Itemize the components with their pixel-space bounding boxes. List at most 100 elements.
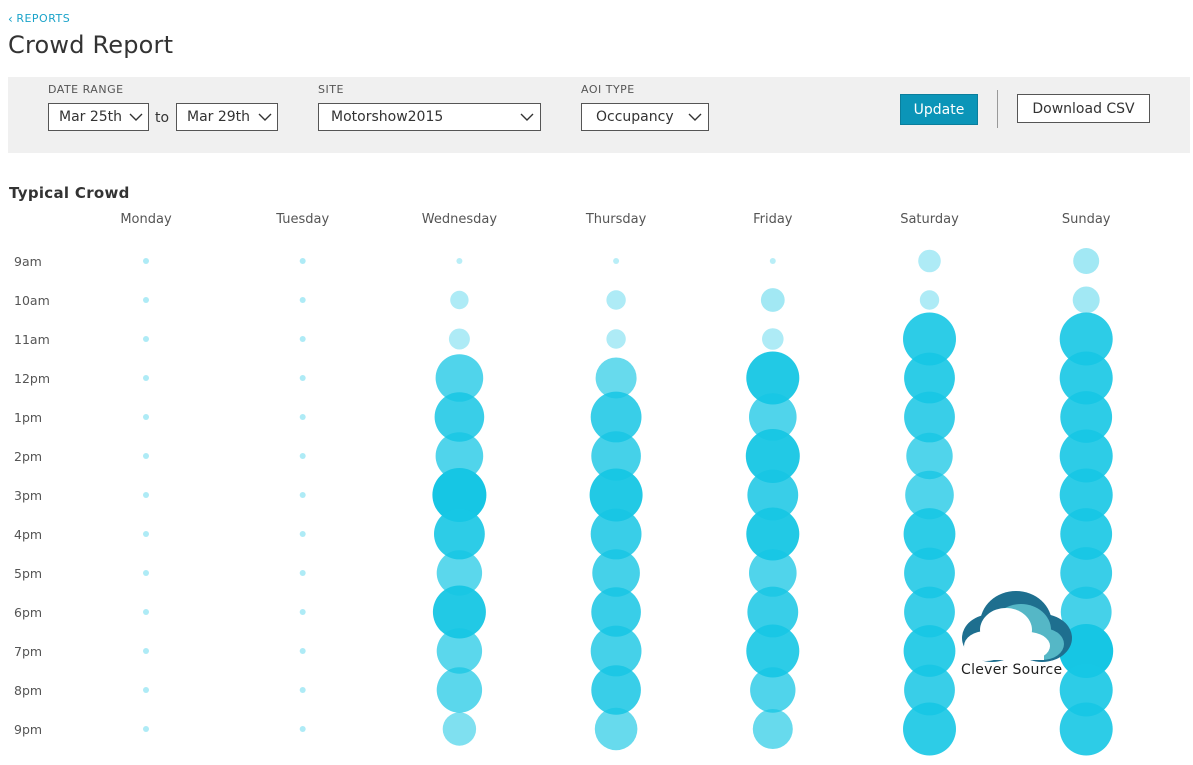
- crowd-bubble[interactable]: [299, 531, 306, 537]
- crowd-bubble[interactable]: [299, 570, 306, 576]
- crowd-bubble[interactable]: [299, 687, 306, 693]
- crowd-bubble[interactable]: [606, 290, 626, 310]
- crowd-bubble[interactable]: [591, 587, 641, 637]
- crowd-bubble[interactable]: [143, 687, 149, 693]
- crowd-bubble[interactable]: [143, 609, 149, 615]
- crowd-bubble[interactable]: [299, 258, 306, 264]
- crowd-bubble[interactable]: [143, 336, 149, 342]
- crowd-bubble[interactable]: [1072, 286, 1100, 314]
- crowd-bubble[interactable]: [299, 336, 306, 342]
- crowd-bubble[interactable]: [143, 648, 149, 654]
- crowd-bubble[interactable]: [747, 469, 799, 521]
- crowd-bubble[interactable]: [299, 375, 306, 381]
- crowd-bubble[interactable]: [143, 453, 149, 459]
- crowd-bubble[interactable]: [592, 549, 640, 597]
- crowd-bubble[interactable]: [589, 468, 643, 522]
- date-to-select[interactable]: Mar 29th: [176, 103, 278, 131]
- crowd-bubble[interactable]: [1060, 586, 1112, 638]
- crowd-bubble[interactable]: [1060, 547, 1113, 599]
- crowd-bubble[interactable]: [769, 258, 776, 264]
- aoi-type-select[interactable]: Occupancy: [581, 103, 709, 131]
- crowd-bubble[interactable]: [1059, 663, 1113, 717]
- crowd-bubble[interactable]: [749, 549, 797, 597]
- crowd-bubble[interactable]: [747, 586, 799, 638]
- crowd-bubble[interactable]: [760, 288, 785, 312]
- crowd-bubble[interactable]: [903, 312, 956, 366]
- crowd-bubble[interactable]: [1059, 702, 1113, 756]
- site-select[interactable]: Motorshow2015: [318, 103, 541, 131]
- crowd-bubble[interactable]: [903, 625, 956, 677]
- crowd-bubble[interactable]: [918, 249, 941, 273]
- crowd-bubble[interactable]: [903, 702, 956, 756]
- crowd-bubble[interactable]: [1059, 429, 1113, 483]
- crowd-bubble[interactable]: [143, 414, 149, 420]
- crowd-bubble[interactable]: [904, 352, 955, 404]
- crowd-bubble[interactable]: [752, 709, 793, 749]
- crowd-bubble[interactable]: [590, 508, 642, 560]
- crowd-bubble[interactable]: [746, 624, 800, 678]
- crowd-bubble[interactable]: [1059, 468, 1113, 522]
- crowd-bubble[interactable]: [299, 492, 306, 498]
- crowd-bubble[interactable]: [750, 667, 796, 713]
- crowd-bubble[interactable]: [590, 625, 642, 677]
- crowd-bubble[interactable]: [1060, 508, 1113, 560]
- crowd-bubble[interactable]: [904, 391, 955, 443]
- crowd-bubble[interactable]: [745, 429, 800, 483]
- crowd-bubble[interactable]: [746, 351, 800, 405]
- crowd-bubble[interactable]: [143, 726, 149, 732]
- crowd-bubble[interactable]: [143, 570, 149, 576]
- crowd-bubble[interactable]: [906, 432, 953, 480]
- reports-back-link[interactable]: ‹ REPORTS: [8, 12, 70, 25]
- crowd-bubble[interactable]: [1059, 351, 1113, 405]
- crowd-bubble[interactable]: [448, 328, 470, 350]
- crowd-bubble[interactable]: [904, 547, 955, 599]
- crowd-bubble[interactable]: [919, 290, 940, 310]
- crowd-bubble[interactable]: [594, 707, 638, 751]
- crowd-bubble[interactable]: [590, 391, 642, 443]
- crowd-bubble[interactable]: [1073, 248, 1100, 274]
- crowd-bubble[interactable]: [436, 550, 483, 596]
- crowd-bubble[interactable]: [432, 468, 487, 522]
- crowd-bubble[interactable]: [442, 712, 477, 746]
- crowd-bubble[interactable]: [904, 664, 955, 716]
- crowd-bubble[interactable]: [904, 586, 955, 638]
- crowd-bubble[interactable]: [299, 297, 306, 303]
- crowd-bubble[interactable]: [762, 328, 784, 350]
- crowd-bubble[interactable]: [143, 258, 149, 264]
- crowd-bubble[interactable]: [606, 329, 626, 349]
- crowd-bubble[interactable]: [434, 392, 485, 442]
- crowd-bubble[interactable]: [613, 258, 620, 264]
- crowd-bubble[interactable]: [143, 492, 149, 498]
- crowd-bubble[interactable]: [435, 432, 484, 480]
- crowd-bubble[interactable]: [746, 507, 800, 561]
- crowd-bubble[interactable]: [905, 470, 954, 520]
- crowd-bubble[interactable]: [434, 508, 485, 560]
- date-from-select[interactable]: Mar 25th: [48, 103, 149, 131]
- crowd-bubble[interactable]: [143, 531, 149, 537]
- crowd-bubble[interactable]: [450, 290, 469, 310]
- day-label: Monday: [120, 212, 172, 227]
- crowd-bubble[interactable]: [299, 453, 306, 459]
- crowd-bubble[interactable]: [432, 585, 486, 639]
- update-button[interactable]: Update: [900, 94, 978, 125]
- crowd-bubble[interactable]: [143, 297, 149, 303]
- crowd-bubble[interactable]: [436, 628, 483, 674]
- crowd-bubble[interactable]: [595, 357, 637, 399]
- crowd-bubble[interactable]: [1059, 624, 1114, 678]
- crowd-bubble[interactable]: [299, 609, 306, 615]
- crowd-bubble[interactable]: [299, 726, 306, 732]
- chevron-down-icon: [688, 113, 702, 121]
- crowd-bubble[interactable]: [143, 375, 149, 381]
- crowd-bubble[interactable]: [456, 258, 463, 264]
- crowd-bubble[interactable]: [591, 665, 641, 715]
- crowd-bubble[interactable]: [299, 414, 306, 420]
- crowd-bubble[interactable]: [749, 393, 797, 441]
- crowd-bubble[interactable]: [1060, 391, 1113, 443]
- download-csv-button[interactable]: Download CSV: [1017, 94, 1150, 123]
- crowd-bubble[interactable]: [903, 508, 956, 560]
- crowd-bubble[interactable]: [299, 648, 306, 654]
- crowd-bubble[interactable]: [435, 354, 484, 402]
- crowd-bubble[interactable]: [591, 431, 641, 481]
- crowd-bubble[interactable]: [436, 667, 483, 713]
- crowd-bubble[interactable]: [1059, 312, 1113, 366]
